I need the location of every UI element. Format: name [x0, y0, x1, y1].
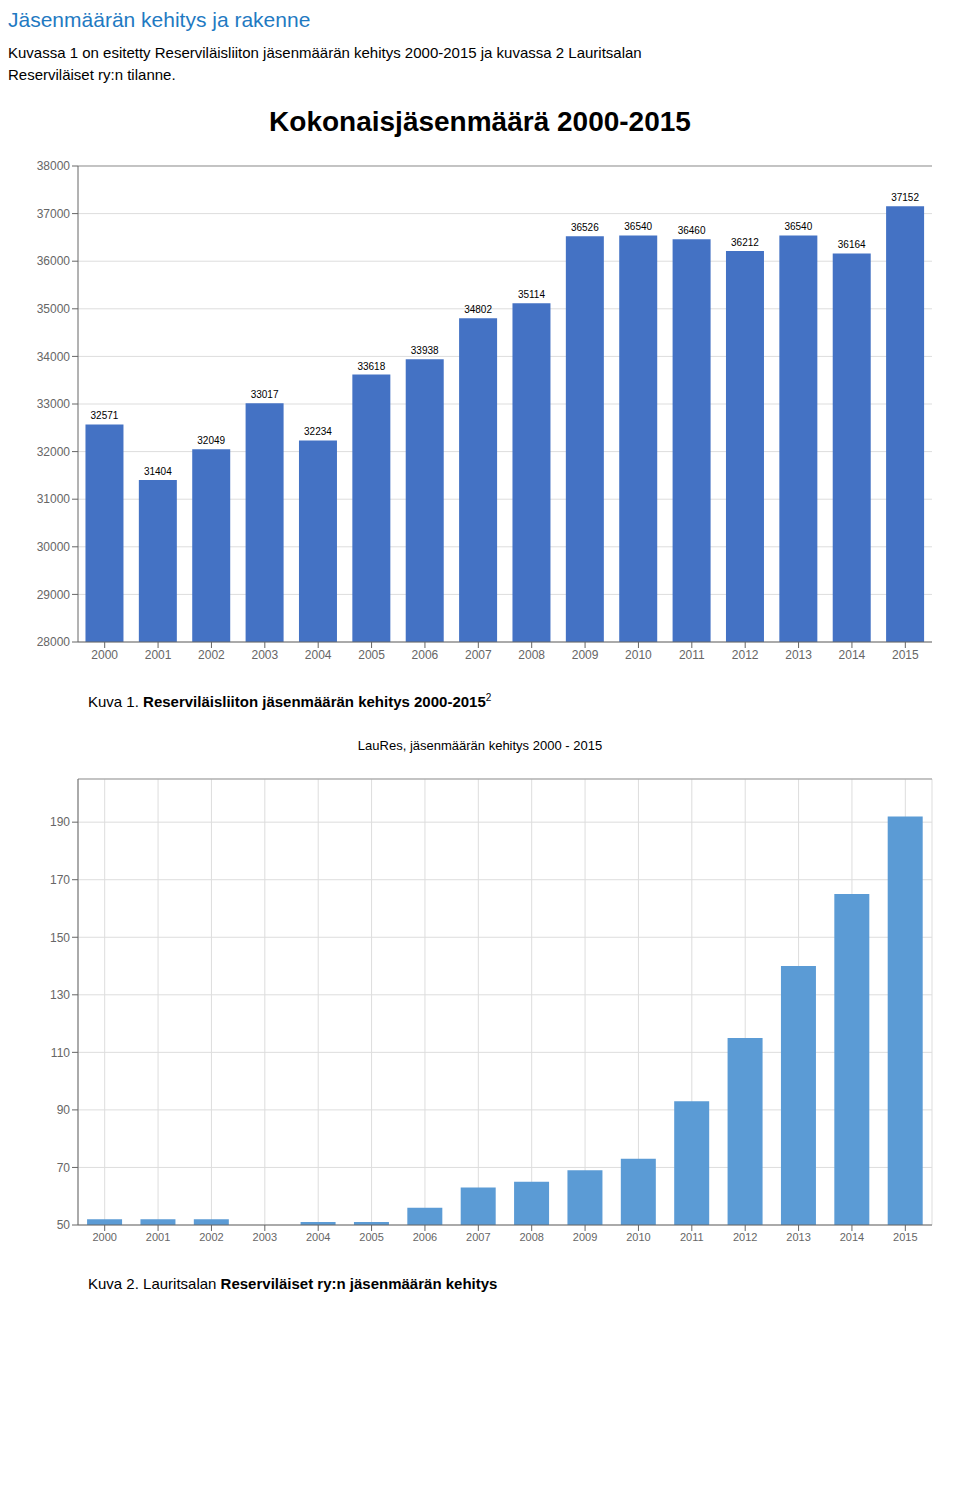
- svg-text:2005: 2005: [358, 648, 385, 662]
- svg-text:37000: 37000: [37, 207, 71, 221]
- svg-text:2002: 2002: [198, 648, 225, 662]
- svg-text:2003: 2003: [253, 1231, 277, 1243]
- svg-text:35114: 35114: [518, 289, 546, 300]
- svg-text:33000: 33000: [37, 397, 71, 411]
- svg-text:50: 50: [57, 1218, 71, 1232]
- svg-text:2013: 2013: [786, 1231, 810, 1243]
- svg-text:36460: 36460: [678, 225, 706, 236]
- svg-text:2004: 2004: [305, 648, 332, 662]
- svg-text:170: 170: [50, 873, 70, 887]
- svg-text:32571: 32571: [91, 410, 119, 421]
- svg-text:2001: 2001: [145, 648, 172, 662]
- svg-text:2007: 2007: [465, 648, 492, 662]
- svg-text:36540: 36540: [784, 221, 812, 232]
- svg-text:2010: 2010: [626, 1231, 650, 1243]
- svg-text:32234: 32234: [304, 426, 332, 437]
- html-text:Kuva 2. Lauritsalan Reserviläi: Kuva 2. Lauritsalan Reserviläiset ry:n j…: [88, 1275, 498, 1292]
- svg-text:38000: 38000: [37, 159, 71, 173]
- svg-text:2004: 2004: [306, 1231, 330, 1243]
- svg-text:2014: 2014: [840, 1231, 864, 1243]
- svg-text:36212: 36212: [731, 237, 759, 248]
- svg-text:2008: 2008: [519, 1231, 543, 1243]
- html-text:Jäsenmäärän kehitys ja rakenne: Jäsenmäärän kehitys ja rakenne: [8, 8, 311, 31]
- svg-text:31404: 31404: [144, 466, 172, 477]
- svg-text:2000: 2000: [92, 1231, 116, 1243]
- svg-text:2011: 2011: [680, 1231, 704, 1243]
- svg-text:2007: 2007: [466, 1231, 490, 1243]
- svg-text:31000: 31000: [37, 492, 71, 506]
- svg-text:34000: 34000: [37, 350, 71, 364]
- svg-text:2012: 2012: [733, 1231, 757, 1243]
- svg-text:190: 190: [50, 815, 70, 829]
- svg-text:2009: 2009: [572, 648, 599, 662]
- svg-text:2012: 2012: [732, 648, 759, 662]
- svg-text:2014: 2014: [839, 648, 866, 662]
- svg-text:32000: 32000: [37, 445, 71, 459]
- svg-text:2006: 2006: [413, 1231, 437, 1243]
- html-text:LauRes, jäsenmäärän kehitys 20: LauRes, jäsenmäärän kehitys 2000 - 2015: [357, 738, 603, 753]
- svg-text:2002: 2002: [199, 1231, 223, 1243]
- svg-text:2015: 2015: [893, 1231, 917, 1243]
- svg-text:2010: 2010: [625, 648, 652, 662]
- svg-text:35000: 35000: [37, 302, 71, 316]
- svg-text:2005: 2005: [359, 1231, 383, 1243]
- svg-text:29000: 29000: [37, 588, 71, 602]
- svg-text:34802: 34802: [464, 304, 492, 315]
- svg-text:2001: 2001: [146, 1231, 170, 1243]
- svg-text:37152: 37152: [891, 192, 919, 203]
- svg-text:36000: 36000: [37, 254, 71, 268]
- svg-text:2008: 2008: [518, 648, 545, 662]
- svg-text:2015: 2015: [892, 648, 919, 662]
- svg-text:70: 70: [57, 1161, 71, 1175]
- svg-text:28000: 28000: [37, 635, 71, 649]
- svg-text:130: 130: [50, 988, 70, 1002]
- svg-text:33938: 33938: [411, 345, 439, 356]
- html-text:Kuvassa 1 on esitetty Reservil: Kuvassa 1 on esitetty Reserviläisliiton …: [8, 44, 642, 61]
- html-text:Kuva 1. Reserviläisliiton jäse: Kuva 1. Reserviläisliiton jäsenmäärän ke…: [88, 693, 486, 710]
- svg-text:30000: 30000: [37, 540, 71, 554]
- svg-text:150: 150: [50, 931, 70, 945]
- svg-text:2000: 2000: [91, 648, 118, 662]
- svg-text:110: 110: [51, 1046, 70, 1060]
- svg-text:36540: 36540: [624, 221, 652, 232]
- html-text:Kokonaisjäsenmäärä 2000-2015: Kokonaisjäsenmäärä 2000-2015: [269, 106, 691, 137]
- svg-text:33618: 33618: [357, 361, 385, 372]
- svg-text:2013: 2013: [785, 648, 812, 662]
- svg-text:36526: 36526: [571, 222, 599, 233]
- html-text:2: 2: [485, 692, 492, 703]
- svg-text:2009: 2009: [573, 1231, 597, 1243]
- svg-text:36164: 36164: [838, 239, 866, 250]
- svg-text:2011: 2011: [679, 648, 705, 662]
- svg-text:2006: 2006: [412, 648, 439, 662]
- svg-text:90: 90: [57, 1103, 71, 1117]
- svg-text:2003: 2003: [251, 648, 278, 662]
- svg-text:33017: 33017: [251, 389, 279, 400]
- html-text:Reserviläiset ry:n tilanne.: Reserviläiset ry:n tilanne.: [8, 66, 176, 83]
- svg-text:32049: 32049: [197, 435, 225, 446]
